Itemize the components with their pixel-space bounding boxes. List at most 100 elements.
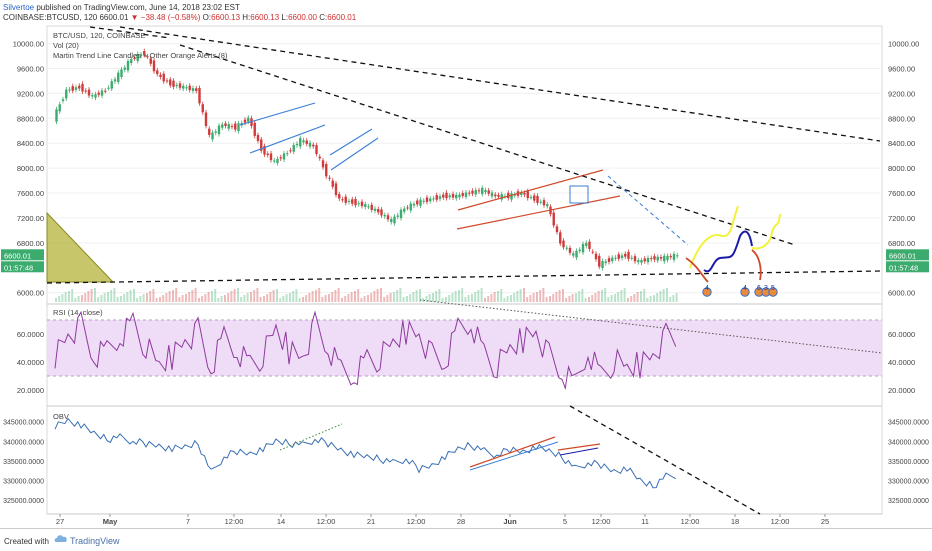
candle-body xyxy=(201,104,204,113)
candle-body xyxy=(237,123,240,131)
obv-tick-label-right: 325000.0000 xyxy=(888,498,929,505)
price-legend-line: Martin Trend Line Candles + Other Orange… xyxy=(53,51,228,60)
down-arrow-icon: ▼ xyxy=(130,13,139,22)
candle-body xyxy=(367,206,370,208)
volume-bar xyxy=(74,298,77,302)
price-tick-label-right: 9200.00 xyxy=(888,89,915,98)
candle-body xyxy=(474,190,477,195)
alert-marker xyxy=(740,287,750,297)
candle-body xyxy=(507,192,510,199)
rsi-tick-label-right: 60.0000 xyxy=(888,330,915,339)
candle-body xyxy=(321,160,325,168)
volume-bar xyxy=(620,290,623,302)
price-label: 6600.01 xyxy=(4,251,31,260)
countdown-label: 01:57:48 xyxy=(889,263,918,272)
volume-bar xyxy=(168,291,171,302)
price-tick-label-right: 7200.00 xyxy=(888,214,915,223)
candle-body xyxy=(169,79,172,86)
volume-bar xyxy=(601,290,603,302)
author-link[interactable]: Silvertoe xyxy=(3,3,35,12)
volume-bar xyxy=(276,289,278,302)
alert-marker xyxy=(768,287,778,297)
candle-body xyxy=(243,119,247,123)
candle-body xyxy=(429,198,432,202)
time-tick-label: May xyxy=(103,517,118,526)
volume-bar xyxy=(396,290,399,302)
candle-body xyxy=(224,123,227,126)
candle-body xyxy=(286,153,289,155)
volume-bar xyxy=(207,292,210,302)
volume-bar xyxy=(305,295,308,302)
volume-bar xyxy=(155,298,158,302)
volume-bar xyxy=(324,295,327,302)
candle-body xyxy=(568,247,572,253)
blue-channel-line xyxy=(330,137,379,171)
countdown-bg xyxy=(886,261,929,273)
volume-bar xyxy=(292,291,295,302)
volume-bar xyxy=(175,288,178,302)
volume-bar xyxy=(318,288,321,302)
volume-bar xyxy=(246,293,249,302)
volume-bar xyxy=(568,296,571,302)
volume-bar xyxy=(266,294,269,302)
chart-canvas[interactable]: 10000.00 10000.00 9600.00 9600.00 9200.00 920… xyxy=(0,0,932,528)
volume-bar xyxy=(126,292,129,302)
candle-body xyxy=(364,204,367,207)
candle-body xyxy=(344,196,347,203)
candle-body xyxy=(84,90,87,92)
candle-body xyxy=(416,200,419,205)
volume-bar xyxy=(302,297,304,302)
candle-body xyxy=(607,258,611,262)
candle-body xyxy=(334,183,338,196)
publish-line: Silvertoe published on TradingView.com, … xyxy=(3,2,240,13)
volume-bar xyxy=(636,292,639,302)
volume-bar xyxy=(181,295,184,302)
volume-bar xyxy=(178,297,181,302)
obv-line xyxy=(54,417,677,489)
candle-body xyxy=(341,199,344,201)
volume-bar xyxy=(428,294,431,302)
time-tick-label: Jun xyxy=(503,517,517,526)
tradingview-brand[interactable]: TradingView xyxy=(70,536,120,546)
volume-bar xyxy=(211,291,213,302)
candle-body xyxy=(325,163,328,177)
candle-body xyxy=(643,258,646,262)
candle-body xyxy=(403,208,406,212)
low-label: L: xyxy=(281,13,289,22)
candle-body xyxy=(55,109,58,122)
candle-body xyxy=(383,215,386,217)
top-short-trendline xyxy=(89,26,171,39)
candle-body xyxy=(399,209,403,219)
volume-bar xyxy=(555,292,558,302)
price-tick-label-left: 6800.00 xyxy=(17,239,44,248)
volume-bar xyxy=(529,295,532,302)
candle-body xyxy=(217,125,221,135)
volume-bar xyxy=(116,297,119,302)
candle-body xyxy=(487,190,490,194)
candle-body xyxy=(396,215,399,217)
candle-body xyxy=(497,195,500,197)
volume-bar xyxy=(490,294,493,302)
volume-bar xyxy=(672,295,675,302)
volume-bar xyxy=(389,293,392,302)
volume-bar xyxy=(607,297,610,302)
volume-bar xyxy=(445,297,447,302)
volume-bar xyxy=(233,289,236,302)
volume-bar xyxy=(334,290,337,302)
rsi-legend: RSI (14, close) xyxy=(53,308,103,317)
candle-body xyxy=(578,249,581,252)
candle-body xyxy=(74,87,78,90)
close-value: 6600.01 xyxy=(327,13,357,22)
price-tick-label-right: 7600.00 xyxy=(888,189,915,198)
volume-bar xyxy=(133,289,135,302)
volume-bar xyxy=(643,289,646,302)
volume-bar xyxy=(84,293,87,302)
volume-bar xyxy=(237,288,239,302)
volume-bar xyxy=(513,293,516,302)
volume-bar xyxy=(282,296,285,302)
candle-body xyxy=(559,232,562,244)
volume-bar xyxy=(87,291,90,302)
volume-bar xyxy=(243,295,246,302)
volume-bar xyxy=(649,296,652,302)
time-tick-label: 21 xyxy=(367,517,375,526)
